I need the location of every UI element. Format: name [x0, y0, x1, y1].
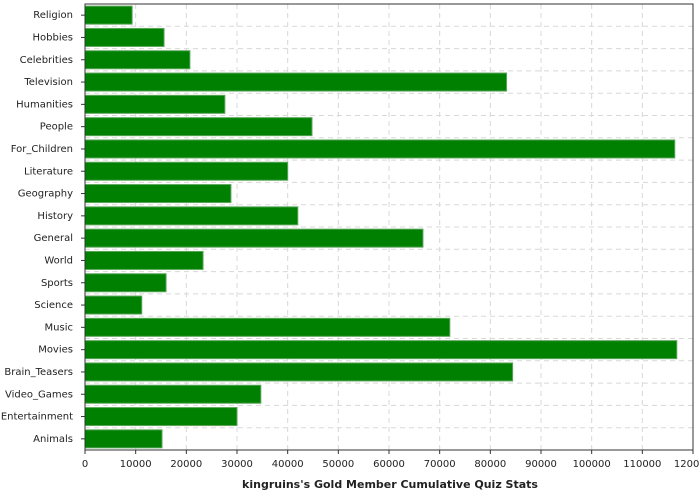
- x-tick-label: 90000: [525, 459, 557, 470]
- bar: [84, 206, 299, 226]
- y-tick-label: Animals: [33, 434, 73, 445]
- y-tick-label: World: [44, 255, 73, 266]
- x-tick-label: 110000: [623, 459, 661, 470]
- x-tick-label: 40000: [272, 459, 304, 470]
- bar: [84, 340, 678, 360]
- bar: [84, 94, 226, 114]
- bar: [84, 407, 238, 427]
- x-tick-label: 80000: [474, 459, 506, 470]
- bar: [84, 139, 676, 159]
- bar: [84, 117, 313, 137]
- x-tick-label: 60000: [373, 459, 405, 470]
- bar: [84, 50, 191, 70]
- bar: [84, 250, 204, 270]
- y-tick-label: Music: [45, 322, 73, 333]
- x-tick-label: 50000: [322, 459, 354, 470]
- bar: [84, 161, 289, 181]
- x-tick-label: 30000: [221, 459, 253, 470]
- y-tick-label: Entertainment: [1, 412, 73, 423]
- bar: [84, 5, 133, 25]
- y-tick-label: Humanities: [16, 99, 73, 110]
- x-tick-label: 0: [82, 459, 88, 470]
- y-tick-label: Hobbies: [33, 32, 73, 43]
- bar: [84, 317, 451, 337]
- x-tick-label: 100000: [573, 459, 611, 470]
- bar: [84, 384, 262, 404]
- bar: [84, 184, 232, 204]
- y-tick-label: History: [37, 211, 73, 222]
- y-tick-label: For_Children: [11, 144, 73, 155]
- bar: [84, 72, 508, 92]
- x-tick-label: 10000: [120, 459, 152, 470]
- y-tick-label: Literature: [24, 166, 73, 177]
- y-tick-label: Science: [34, 300, 73, 311]
- x-axis-title: kingruins's Gold Member Cumulative Quiz …: [242, 478, 538, 491]
- bar: [84, 273, 167, 293]
- y-tick-label: Television: [23, 77, 73, 88]
- x-tick-label: 20000: [170, 459, 202, 470]
- bar: [84, 429, 163, 449]
- bar: [84, 362, 514, 382]
- bar: [84, 295, 143, 315]
- y-tick-label: Celebrities: [20, 55, 73, 66]
- y-tick-label: Brain_Teasers: [4, 367, 73, 378]
- y-tick-label: Geography: [18, 189, 73, 200]
- y-tick-label: General: [34, 233, 73, 244]
- plot-frame: [84, 3, 694, 451]
- x-tick-label: 70000: [424, 459, 456, 470]
- bar: [84, 228, 424, 248]
- y-tick-label: Sports: [41, 278, 73, 289]
- y-tick-label: Religion: [33, 10, 73, 21]
- x-tick-label: 120000: [674, 459, 700, 470]
- y-tick-label: Movies: [38, 345, 73, 356]
- bar: [84, 27, 165, 47]
- y-tick-label: Video_Games: [5, 389, 73, 400]
- y-tick-label: People: [40, 122, 73, 133]
